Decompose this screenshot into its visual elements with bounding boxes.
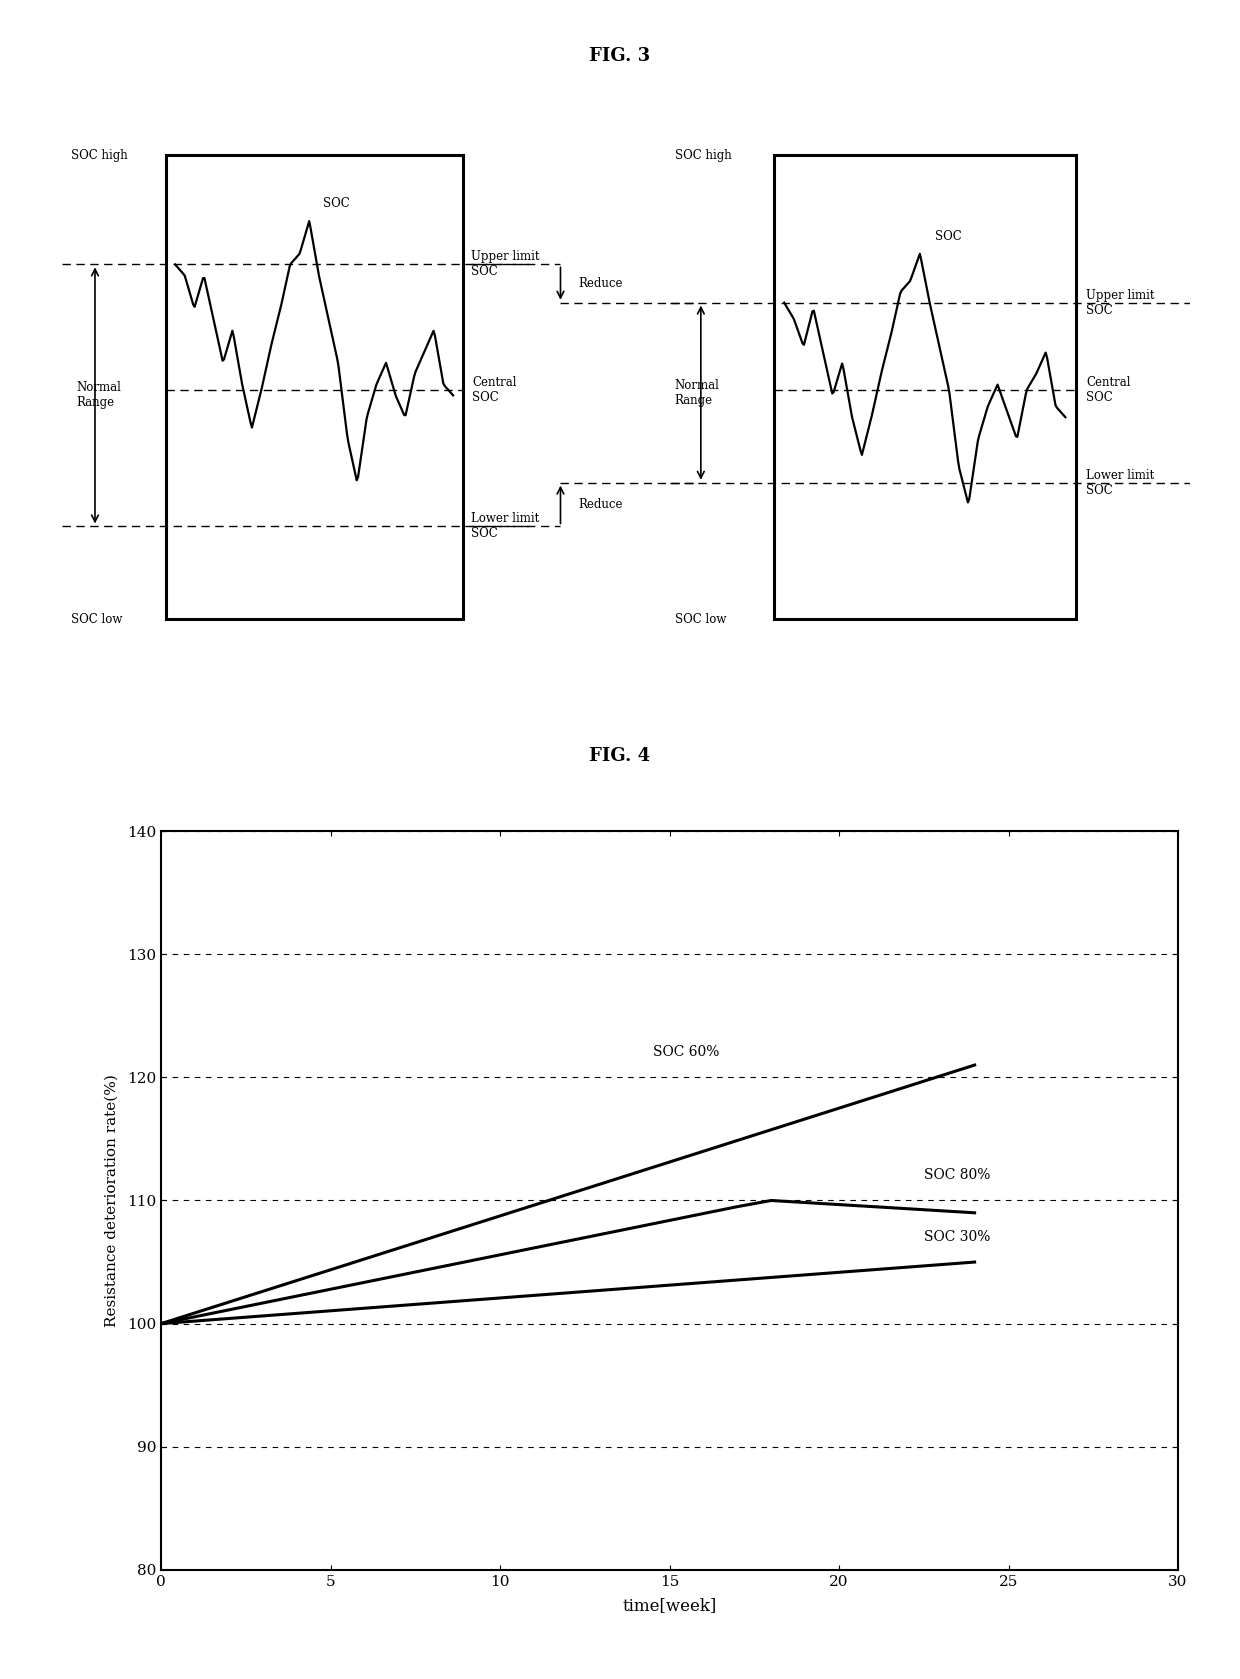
Text: SOC 30%: SOC 30%: [924, 1229, 991, 1244]
Text: Normal
Range: Normal Range: [76, 381, 122, 410]
Y-axis label: Resistance deterioration rate(%): Resistance deterioration rate(%): [104, 1075, 119, 1326]
Text: Central
SOC: Central SOC: [472, 376, 516, 405]
Text: SOC 60%: SOC 60%: [652, 1044, 719, 1059]
X-axis label: time[week]: time[week]: [622, 1597, 717, 1614]
Text: SOC low: SOC low: [72, 613, 123, 626]
Text: SOC high: SOC high: [72, 149, 128, 161]
Text: Normal
Range: Normal Range: [675, 379, 719, 406]
Text: Upper limit
SOC: Upper limit SOC: [471, 250, 539, 279]
Text: SOC 80%: SOC 80%: [924, 1169, 991, 1182]
Text: SOC low: SOC low: [675, 613, 727, 626]
Text: SOC high: SOC high: [675, 149, 732, 161]
Text: Lower limit
SOC: Lower limit SOC: [1086, 468, 1154, 497]
Text: Reduce: Reduce: [578, 499, 622, 510]
Text: FIG. 4: FIG. 4: [589, 747, 651, 766]
Bar: [774, 154, 1076, 620]
Text: Lower limit
SOC: Lower limit SOC: [471, 512, 539, 541]
Text: Central
SOC: Central SOC: [1086, 376, 1131, 405]
Text: SOC: SOC: [935, 230, 962, 243]
Text: FIG. 3: FIG. 3: [589, 47, 651, 65]
Bar: [166, 154, 463, 620]
Text: Reduce: Reduce: [578, 277, 622, 290]
Text: Upper limit
SOC: Upper limit SOC: [1086, 289, 1154, 317]
Text: SOC: SOC: [324, 196, 350, 210]
